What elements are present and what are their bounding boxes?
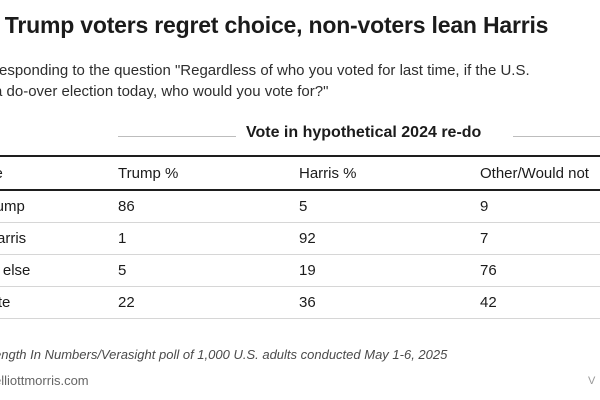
cell-harris: 19 [299,261,316,279]
table-row: vote 22 36 42 [0,286,600,318]
cell-trump: 86 [118,197,135,215]
spanner-rule-left [118,136,236,137]
table-row: Trump 86 5 9 [0,190,600,222]
header-other: Other/Would not [480,164,589,182]
row-label: vote [0,293,11,311]
cell-other: 7 [480,229,489,247]
chart-title: e Trump voters regret choice, non-voters… [0,12,549,38]
table-row: ne else 5 19 76 [0,254,600,286]
cell-trump: 22 [118,293,135,311]
cell-harris: 5 [299,197,308,215]
spanner-label: Vote in hypothetical 2024 re-do [246,124,482,141]
source-note: ength In Numbers/Verasight poll of 1,000… [0,347,448,362]
chart-subtitle: responding to the question "Regardless o… [0,62,530,100]
header-2020-vote: ote [0,156,118,190]
column-group-header: Vote in hypothetical 2024 re-do [118,124,600,148]
results-table-container: ote Trump % Harris % Other/Would not Tru… [0,155,600,319]
cell-other: 42 [480,293,497,311]
cell-other: 9 [480,197,489,215]
cell-harris: 92 [299,229,316,247]
results-table: ote Trump % Harris % Other/Would not Tru… [0,155,600,319]
cell-other: 76 [480,261,497,279]
spanner-rule-right [513,136,600,137]
row-label: Trump [0,197,25,215]
header-harris: Harris % [299,164,357,182]
corner-mark: V [588,375,596,387]
table-row: Harris 1 92 7 [0,222,600,254]
site-credit: elliottmorris.com [0,373,89,388]
cell-trump: 1 [118,229,127,247]
row-label: ne else [0,261,31,279]
header-trump: Trump % [118,164,179,182]
table-header-row: ote Trump % Harris % Other/Would not [0,156,600,190]
cell-harris: 36 [299,293,316,311]
row-label: Harris [0,229,27,247]
cell-trump: 5 [118,261,127,279]
